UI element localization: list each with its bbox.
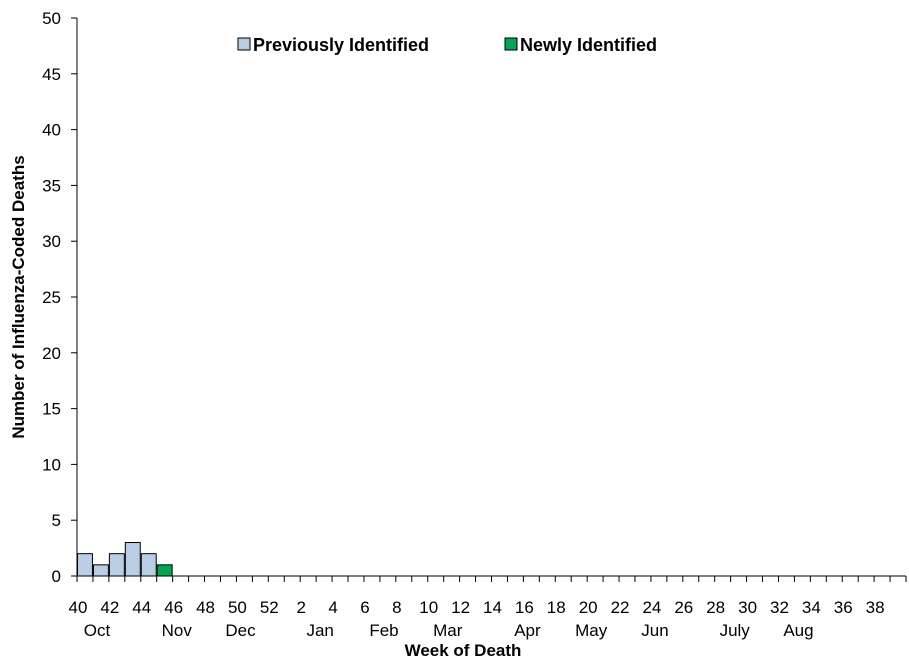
legend-label-newly-identified: Newly Identified xyxy=(520,35,657,55)
month-label: Aug xyxy=(783,621,813,640)
y-tick-label: 50 xyxy=(42,9,61,28)
month-label: Apr xyxy=(514,621,541,640)
x-tick-label: 46 xyxy=(164,598,183,617)
x-tick-label: 50 xyxy=(228,598,247,617)
month-label: Nov xyxy=(162,621,193,640)
x-tick-label: 40 xyxy=(69,598,88,617)
x-tick-label: 42 xyxy=(100,598,119,617)
x-tick-label: 28 xyxy=(706,598,725,617)
x-tick-label: 36 xyxy=(834,598,853,617)
y-tick-label: 0 xyxy=(52,567,61,586)
legend-label-previously-identified: Previously Identified xyxy=(253,35,429,55)
y-tick-label: 35 xyxy=(42,176,61,195)
bar-previously-identified xyxy=(140,553,157,577)
y-tick-label: 25 xyxy=(42,288,61,307)
month-label: Feb xyxy=(369,621,398,640)
y-tick-label: 5 xyxy=(52,511,61,530)
month-label: Jun xyxy=(641,621,668,640)
legend: Previously Identified Newly Identified xyxy=(237,35,657,55)
x-tick-label: 32 xyxy=(770,598,789,617)
x-axis-title: Week of Death xyxy=(405,641,522,660)
month-label: Oct xyxy=(84,621,111,640)
x-tick-label: 34 xyxy=(802,598,821,617)
y-ticks: 0 5 10 15 20 25 30 35 40 45 50 xyxy=(42,9,77,586)
bar-previously-identified xyxy=(108,553,125,577)
bars-layer xyxy=(77,542,173,577)
month-label: Dec xyxy=(225,621,256,640)
month-label: Jan xyxy=(306,621,333,640)
x-tick-label: 8 xyxy=(392,598,401,617)
month-label: Mar xyxy=(433,621,463,640)
x-tick-label: 4 xyxy=(328,598,337,617)
y-tick-label: 10 xyxy=(42,455,61,474)
x-tick-label: 48 xyxy=(196,598,215,617)
bar-previously-identified xyxy=(77,553,93,577)
x-tick-label: 26 xyxy=(674,598,693,617)
x-tick-label: 14 xyxy=(483,598,502,617)
x-tick-label: 6 xyxy=(360,598,369,617)
x-tick-label: 16 xyxy=(515,598,534,617)
x-tick-label: 52 xyxy=(260,598,279,617)
bar-newly-identified xyxy=(156,564,173,577)
month-labels: Oct Nov Dec Jan Feb Mar Apr May Jun July Aug xyxy=(84,621,814,640)
x-tick-label: 44 xyxy=(132,598,151,617)
x-tick-label: 2 xyxy=(296,598,305,617)
x-tick-label: 30 xyxy=(738,598,757,617)
x-tick-label: 20 xyxy=(579,598,598,617)
x-tick-label: 12 xyxy=(451,598,470,617)
x-tick-label: 10 xyxy=(419,598,438,617)
y-tick-label: 45 xyxy=(42,65,61,84)
x-tick-label: 18 xyxy=(547,598,566,617)
legend-swatch-previously-identified xyxy=(237,37,251,51)
y-axis-title: Number of Influenza-Coded Deaths xyxy=(9,155,28,438)
axes-layer xyxy=(76,18,906,577)
y-tick-label: 15 xyxy=(42,400,61,419)
legend-swatch-newly-identified xyxy=(504,37,518,51)
y-tick-label: 20 xyxy=(42,344,61,363)
x-tick-label: 38 xyxy=(866,598,885,617)
y-tick-label: 30 xyxy=(42,232,61,251)
bar-previously-identified xyxy=(124,542,141,577)
month-label: May xyxy=(575,621,608,640)
bar-previously-identified xyxy=(92,564,109,577)
x-tick-label: 24 xyxy=(642,598,661,617)
x-tick-label: 22 xyxy=(611,598,630,617)
x-ticks: 40 42 44 46 48 50 52 2 4 6 8 10 12 14 16 18 20 22 24 26 28 30… xyxy=(69,576,907,617)
y-tick-label: 40 xyxy=(42,121,61,140)
month-label: July xyxy=(720,621,751,640)
